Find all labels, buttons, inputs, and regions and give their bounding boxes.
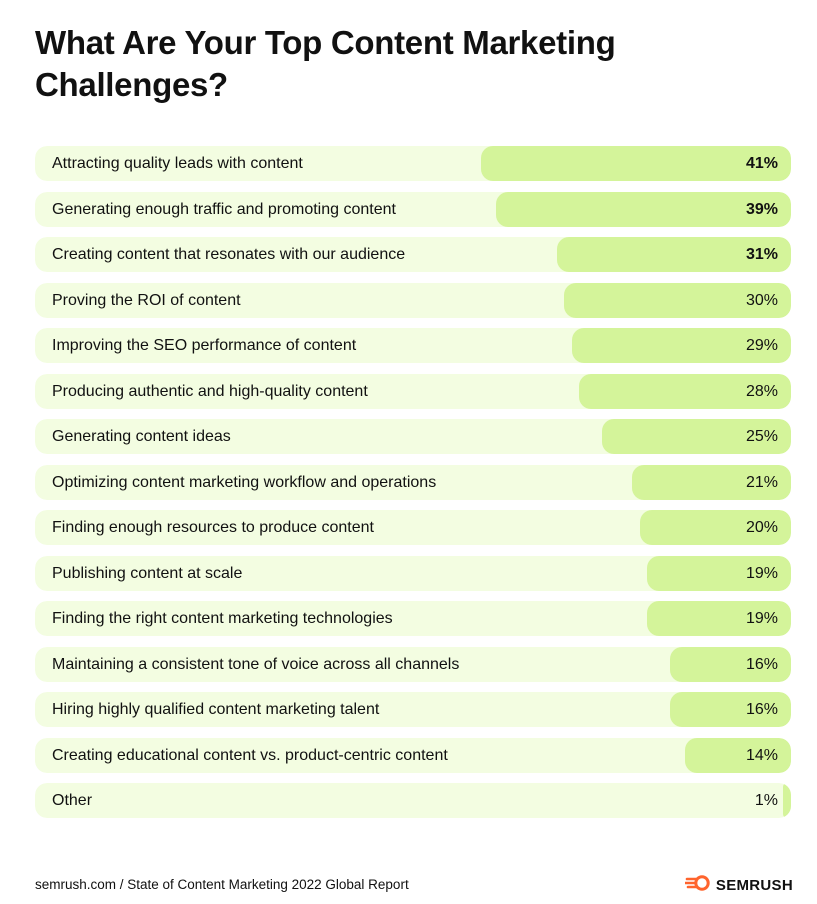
bar — [579, 373, 791, 409]
bar-row-background — [35, 646, 791, 682]
value-label: 30% — [745, 291, 778, 309]
category-label: Attracting quality leads with content — [52, 155, 303, 172]
bar-row: Creating content that resonates with our… — [35, 237, 791, 272]
value-label: 16% — [745, 701, 778, 718]
bar-row: Hiring highly qualified content marketin… — [35, 692, 791, 727]
value-label: 20% — [745, 519, 778, 536]
category-label: Publishing content at scale — [52, 564, 243, 582]
value-label: 29% — [745, 337, 778, 354]
bar — [564, 282, 791, 318]
bar-row: Generating content ideas 25% — [35, 419, 791, 454]
bar — [685, 737, 791, 773]
bar-row: Attracting quality leads with content 41% — [35, 146, 791, 181]
bar — [496, 191, 791, 227]
value-label: 41% — [745, 155, 778, 172]
bar — [670, 646, 791, 682]
bar-row: Other 1% — [35, 783, 791, 818]
category-label: Hiring highly qualified content marketin… — [52, 701, 380, 718]
category-label: Generating content ideas — [52, 428, 231, 445]
bar — [556, 237, 791, 272]
category-label: Finding the right content marketing tech… — [52, 610, 393, 627]
bar-row: Finding enough resources to produce cont… — [35, 510, 791, 545]
category-label: Other — [52, 792, 93, 809]
value-label: 39% — [745, 200, 778, 218]
semrush-flame-icon — [683, 875, 711, 896]
value-label: 16% — [745, 655, 778, 673]
bar-row: Proving the ROI of content 30% — [35, 282, 791, 318]
bar — [571, 328, 791, 363]
bar-row-background — [35, 783, 791, 818]
bar — [602, 419, 791, 454]
bar — [632, 464, 791, 500]
semrush-logo: SEMRUSH — [683, 875, 793, 896]
category-label: Creating content that resonates with our… — [52, 246, 406, 263]
bar-row: Improving the SEO performance of content… — [35, 328, 791, 363]
bar — [783, 783, 791, 818]
category-label: Improving the SEO performance of content — [52, 337, 357, 354]
bar-row: Finding the right content marketing tech… — [35, 601, 791, 636]
bar-row: Optimizing content marketing workflow an… — [35, 464, 791, 500]
category-label: Producing authentic and high-quality con… — [52, 382, 368, 400]
category-label: Finding enough resources to produce cont… — [52, 519, 374, 536]
category-label: Optimizing content marketing workflow an… — [52, 473, 437, 491]
bar-row: Generating enough traffic and promoting … — [35, 191, 791, 227]
value-label: 19% — [745, 610, 778, 627]
bar-row-background — [35, 692, 791, 727]
bar-row: Publishing content at scale 19% — [35, 555, 791, 591]
source-citation: semrush.com / State of Content Marketing… — [35, 877, 409, 892]
value-label: 14% — [745, 746, 778, 764]
value-label: 28% — [745, 382, 778, 400]
category-label: Proving the ROI of content — [52, 291, 241, 309]
value-label: 25% — [745, 428, 778, 445]
value-label: 21% — [745, 473, 778, 491]
value-label: 19% — [745, 564, 778, 582]
bar-row-background — [35, 737, 791, 773]
bar — [647, 555, 791, 591]
bar — [670, 692, 791, 727]
category-label: Creating educational content vs. product… — [52, 746, 448, 764]
chart-title: What Are Your Top Content Marketing Chal… — [35, 24, 616, 103]
bar-row: Producing authentic and high-quality con… — [35, 373, 791, 409]
bar — [639, 510, 791, 545]
value-label: 31% — [745, 246, 778, 263]
category-label: Maintaining a consistent tone of voice a… — [52, 655, 460, 673]
bar-chart: Attracting quality leads with content 41%… — [35, 146, 791, 829]
bar — [481, 146, 791, 181]
bar — [647, 601, 791, 636]
value-label: 1% — [754, 792, 778, 809]
bar-row: Maintaining a consistent tone of voice a… — [35, 646, 791, 682]
bar-row: Creating educational content vs. product… — [35, 737, 791, 773]
category-label: Generating enough traffic and promoting … — [52, 200, 396, 218]
brand-name: SEMRUSH — [715, 877, 793, 894]
